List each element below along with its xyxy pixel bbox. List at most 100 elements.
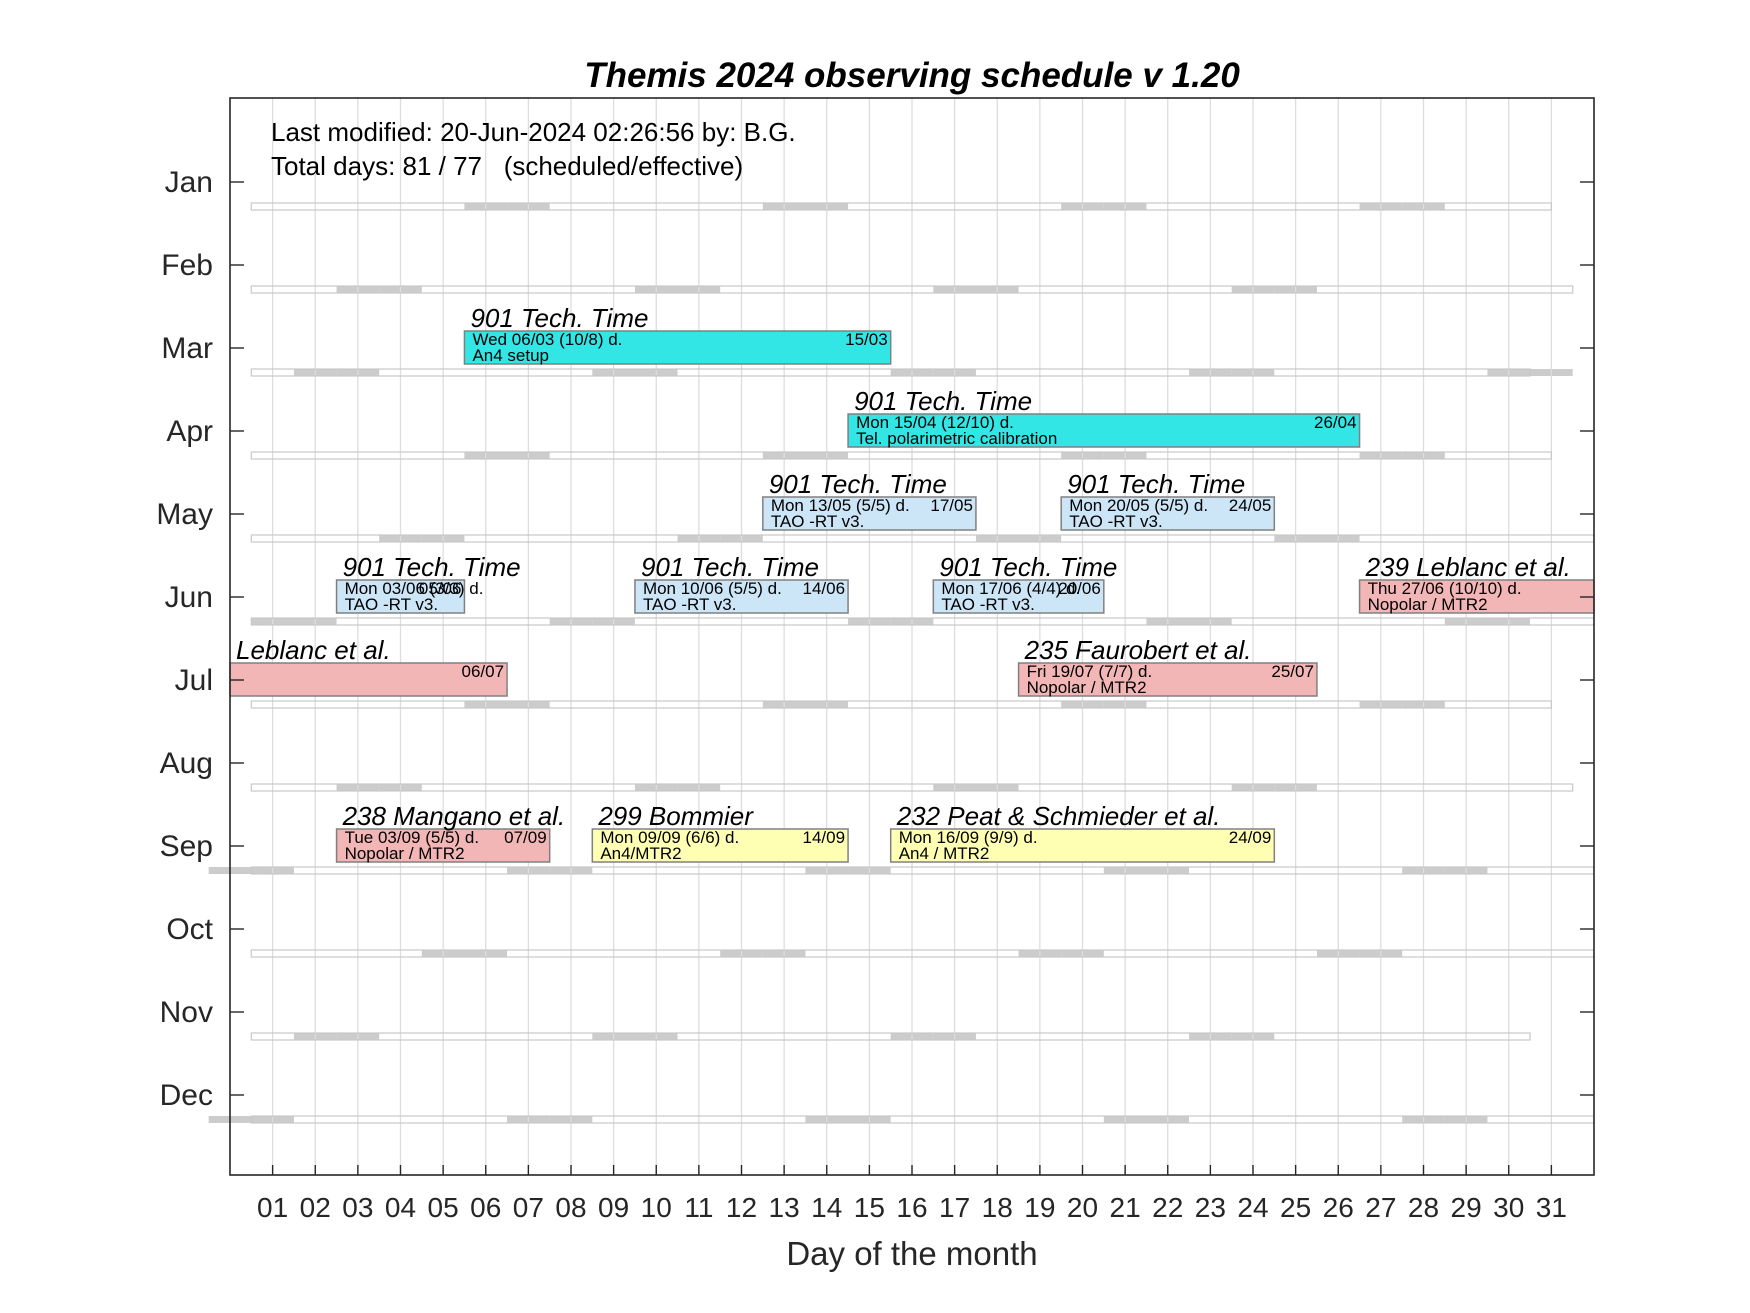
x-tick-label: 06: [470, 1192, 501, 1223]
entry-end-date: 17/05: [930, 496, 973, 515]
entry-end-date: 06/07: [462, 662, 505, 681]
x-tick-label: 31: [1536, 1192, 1567, 1223]
x-tick-label: 24: [1237, 1192, 1268, 1223]
schedule-bar: [463, 330, 892, 365]
schedule-entry: Leblanc et al. 06/07: [229, 635, 508, 697]
entry-end-date: 05/06: [419, 579, 462, 598]
schedule-bar: [1060, 496, 1276, 531]
schedule-bar: [634, 579, 849, 614]
entry-end-date: 24/09: [1229, 828, 1272, 847]
schedule-bar: [762, 496, 977, 531]
entry-instrument: An4/MTR2: [600, 844, 681, 863]
entry-title: 235 Faurobert et al.: [1024, 635, 1252, 665]
entry-instrument: An4 / MTR2: [899, 844, 990, 863]
entry-title: 901 Tech. Time: [854, 386, 1032, 416]
x-tick-label: 03: [342, 1192, 373, 1223]
y-tick-label: Dec: [160, 1079, 213, 1112]
x-tick-label: 29: [1451, 1192, 1482, 1223]
last-modified-text: Last modified: 20-Jun-2024 02:26:56 by: …: [271, 117, 796, 147]
schedule-bar: [889, 828, 1276, 863]
x-tick-label: 02: [300, 1192, 331, 1223]
y-tick-label: May: [156, 498, 213, 531]
x-tick-label: 13: [769, 1192, 800, 1223]
x-tick-label: 15: [854, 1192, 885, 1223]
month-band: [250, 1115, 1595, 1124]
schedule-entry: 232 Peat & Schmieder et al.Mon 16/09 (9/…: [889, 801, 1276, 863]
y-tick-label: Sep: [160, 830, 213, 863]
entry-title: 239 Leblanc et al.: [1365, 552, 1571, 582]
schedule-bar: [1017, 662, 1318, 697]
axis-ticks: 01 02 03 04 05 06 07 08 09 10 11 12 13 14 15 16 17 18 19 20…: [156, 166, 1594, 1223]
entry-instrument: An4 setup: [472, 346, 549, 365]
entry-title: 232 Peat & Schmieder et al.: [896, 801, 1221, 831]
entry-end-date: 24/05: [1229, 496, 1272, 515]
schedule-bar: [229, 662, 508, 697]
y-tick-label: Oct: [166, 913, 213, 946]
entry-instrument: Nopolar / MTR2: [345, 844, 465, 863]
entry-title: 299 Bommier: [597, 801, 754, 831]
schedule-entry: 238 Mangano et al.Tue 03/09 (5/5) d.Nopo…: [335, 801, 566, 863]
x-tick-label: 07: [513, 1192, 544, 1223]
x-tick-label: 04: [385, 1192, 416, 1223]
x-tick-label: 28: [1408, 1192, 1439, 1223]
entry-title: 901 Tech. Time: [641, 552, 819, 582]
month-band: [250, 451, 1552, 460]
x-tick-label: 22: [1152, 1192, 1183, 1223]
entry-title: 238 Mangano et al.: [342, 801, 566, 831]
entry-detail: Mon 13/05 (5/5) d.: [771, 496, 910, 515]
x-tick-label: 23: [1195, 1192, 1226, 1223]
schedule-entry: 235 Faurobert et al.Fri 19/07 (7/7) d.No…: [1017, 635, 1318, 697]
schedule-bar: [932, 579, 1105, 614]
entry-detail: Mon 17/06 (4/4) d.: [941, 579, 1080, 598]
entry-instrument: Nopolar / MTR2: [1027, 678, 1147, 697]
y-tick-label: Jan: [165, 166, 213, 199]
entry-detail: Thu 27/06 (10/10) d.: [1368, 579, 1522, 598]
entry-detail: Mon 16/09 (9/9) d.: [899, 828, 1038, 847]
entry-title: 901 Tech. Time: [470, 303, 648, 333]
x-axis-label: Day of the month: [786, 1235, 1037, 1272]
x-tick-label: 10: [641, 1192, 672, 1223]
entry-instrument: TAO -RT v3.: [1069, 512, 1163, 531]
entry-end-date: 26/04: [1314, 413, 1357, 432]
x-tick-label: 11: [684, 1192, 713, 1223]
x-tick-label: 21: [1110, 1192, 1141, 1223]
entry-instrument: Nopolar / MTR2: [1368, 595, 1488, 614]
y-tick-label: Jul: [175, 664, 213, 697]
x-tick-label: 19: [1024, 1192, 1055, 1223]
entry-end-date: 15/03: [845, 330, 888, 349]
chart-title: Themis 2024 observing schedule v 1.20: [584, 56, 1240, 95]
entry-detail: Fri 19/07 (7/7) d.: [1027, 662, 1153, 681]
entry-title: 901 Tech. Time: [939, 552, 1117, 582]
entry-end-date: 14/06: [803, 579, 846, 598]
month-band: [250, 700, 1552, 709]
x-tick-label: 17: [939, 1192, 970, 1223]
entry-instrument: TAO -RT v3.: [771, 512, 865, 531]
entry-title: 901 Tech. Time: [1067, 469, 1245, 499]
x-tick-label: 05: [428, 1192, 459, 1223]
entry-instrument: TAO -RT v3.: [345, 595, 439, 614]
month-band: [250, 783, 1574, 792]
schedule-bar: [847, 413, 1361, 448]
y-tick-label: Aug: [160, 747, 213, 780]
y-tick-label: Jun: [165, 581, 213, 614]
month-band: [250, 1032, 1531, 1041]
entry-title: 901 Tech. Time: [343, 552, 521, 582]
month-band: [250, 285, 1574, 294]
entry-detail: Mon 15/04 (12/10) d.: [856, 413, 1014, 432]
x-tick-label: 12: [726, 1192, 757, 1223]
x-tick-label: 08: [555, 1192, 586, 1223]
month-band: [250, 202, 1552, 211]
x-tick-label: 01: [257, 1192, 288, 1223]
month-band: [250, 368, 1531, 377]
entry-instrument: TAO -RT v3.: [941, 595, 1035, 614]
schedule-entry: 239 Leblanc et al.Thu 27/06 (10/10) d.No…: [1358, 552, 1595, 614]
x-tick-label: 26: [1323, 1192, 1354, 1223]
